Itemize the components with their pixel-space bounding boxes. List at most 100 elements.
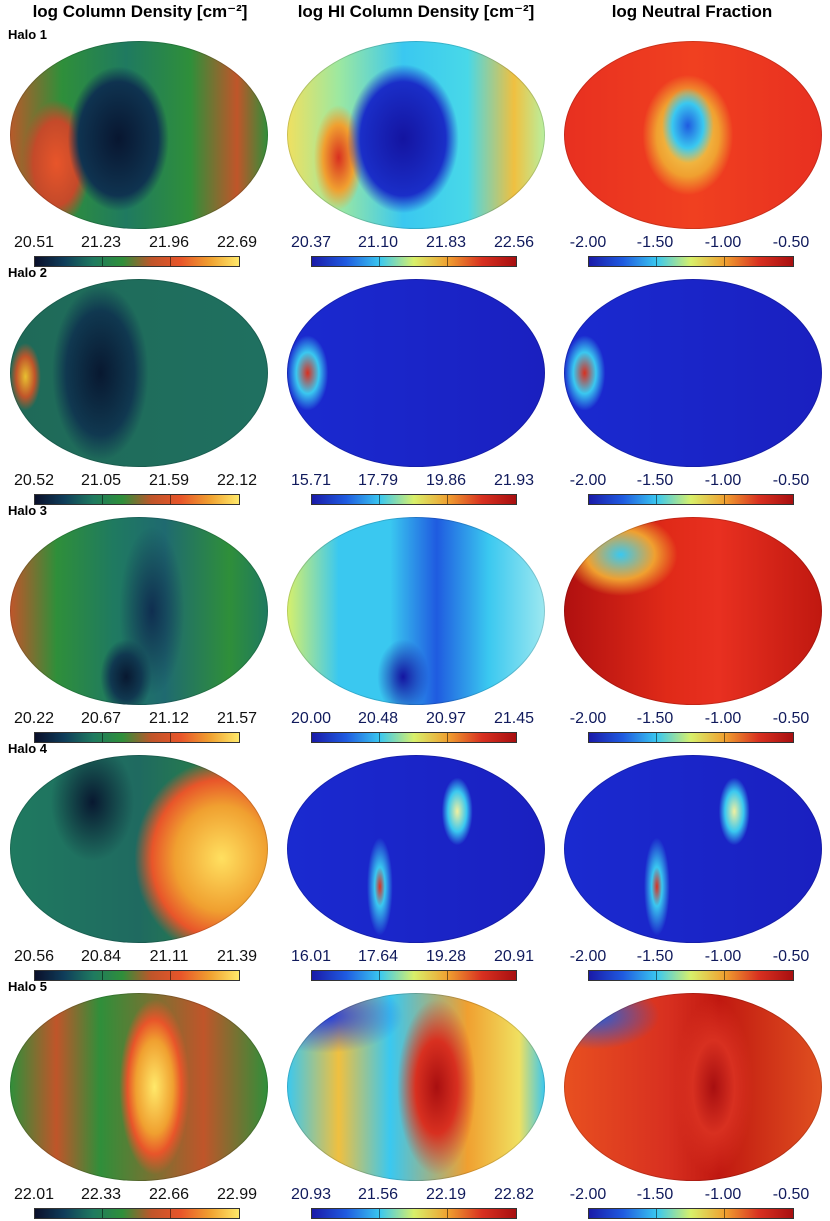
- halo-row-1: Halo 1 20.51 21.23 21.96 22.69 20.37 21.10 21.8…: [0, 27, 830, 269]
- colorbar-tick-label: 19.28: [425, 948, 467, 965]
- colorbar-tick-label: -0.50: [772, 948, 810, 965]
- hi-column-density-map: [287, 993, 545, 1181]
- colorbar-tick-mark: [723, 495, 725, 504]
- colorbar-tick-label: -1.00: [704, 472, 742, 489]
- colorbar-tick-labels: -2.00 -1.50 -1.00 -0.50: [554, 710, 814, 730]
- column-density-map: [10, 517, 268, 705]
- colorbar-tick-label: 17.79: [357, 472, 399, 489]
- colorbar: [34, 494, 240, 505]
- colorbar-tick-label: 22.19: [425, 1186, 467, 1203]
- colorbar-tick-label: -1.00: [704, 948, 742, 965]
- colorbar-tick-label: -0.50: [772, 710, 810, 727]
- colorbar-tick-label: 21.39: [216, 948, 258, 965]
- colorbar-tick-mark: [656, 495, 658, 504]
- colorbar-tick-label: 21.05: [80, 472, 122, 489]
- colorbar-tick-mark: [446, 733, 448, 742]
- colorbar-tick-labels: 22.01 22.33 22.66 22.99: [0, 1186, 260, 1206]
- hi-column-density-map: [287, 41, 545, 229]
- colorbar-tick-labels: 20.93 21.56 22.19 22.82: [277, 1186, 537, 1206]
- colorbar-tick-label: 15.71: [290, 472, 332, 489]
- colorbar-tick-label: 22.69: [216, 234, 258, 251]
- colorbar-tick-mark: [169, 257, 171, 266]
- colorbar-tick-label: 21.11: [149, 948, 189, 965]
- colorbar-tick-label: 21.10: [357, 234, 399, 251]
- colorbar: [34, 256, 240, 267]
- colorbar-tick-labels: 20.52 21.05 21.59 22.12: [0, 472, 260, 492]
- colorbar-tick-label: 21.23: [80, 234, 122, 251]
- colorbar-tick-mark: [723, 257, 725, 266]
- colorbar-tick-label: -2.00: [569, 1186, 607, 1203]
- colorbar-tick-label: 21.57: [216, 710, 258, 727]
- colorbar-tick-mark: [446, 495, 448, 504]
- colorbar-tick-labels: -2.00 -1.50 -1.00 -0.50: [554, 1186, 814, 1206]
- colorbar-tick-labels: 16.01 17.64 19.28 20.91: [277, 948, 537, 968]
- halo-label: Halo 1: [8, 27, 48, 42]
- neutral-fraction-map: [564, 517, 822, 705]
- colorbar-tick-mark: [379, 1209, 381, 1218]
- colorbar-tick-label: -1.50: [636, 234, 674, 251]
- column-density-map: [10, 755, 268, 943]
- neutral-fraction-map: [564, 755, 822, 943]
- colorbar-tick-label: 20.37: [290, 234, 332, 251]
- column-density-map: [10, 279, 268, 467]
- halo-label: Halo 5: [8, 979, 48, 994]
- colorbar: [588, 256, 794, 267]
- colorbar: [588, 494, 794, 505]
- colorbar-tick-mark: [102, 733, 104, 742]
- column-title-column-density: log Column Density [cm⁻²]: [32, 2, 248, 21]
- colorbar-tick-label: -0.50: [772, 472, 810, 489]
- colorbar-tick-label: 21.59: [148, 472, 190, 489]
- colorbar-tick-mark: [379, 733, 381, 742]
- halo-label: Halo 4: [8, 741, 48, 756]
- colorbar-tick-labels: 15.71 17.79 19.86 21.93: [277, 472, 537, 492]
- neutral-fraction-map: [564, 993, 822, 1181]
- colorbar-tick-label: 22.33: [80, 1186, 122, 1203]
- colorbar-tick-mark: [169, 1209, 171, 1218]
- colorbar-tick-label: 22.66: [148, 1186, 190, 1203]
- colorbar-tick-labels: 20.56 20.84 21.11 21.39: [0, 948, 260, 968]
- colorbar-tick-labels: -2.00 -1.50 -1.00 -0.50: [554, 472, 814, 492]
- hi-column-density-map: [287, 517, 545, 705]
- halo-label: Halo 3: [8, 503, 48, 518]
- colorbar-tick-label: -1.00: [704, 1186, 742, 1203]
- colorbar-tick-label: 20.56: [13, 948, 55, 965]
- hi-column-density-map: [287, 755, 545, 943]
- halo-row-2: Halo 2 20.52 21.05 21.59 22.12 15.71 17.79 19.8…: [0, 265, 830, 507]
- colorbar-tick-mark: [446, 257, 448, 266]
- colorbar: [311, 970, 517, 981]
- column-title-hi-column-density: log HI Column Density [cm⁻²]: [297, 2, 535, 21]
- colorbar-tick-mark: [723, 1209, 725, 1218]
- colorbar-tick-label: 22.99: [216, 1186, 258, 1203]
- colorbar-tick-mark: [656, 971, 658, 980]
- colorbar-tick-label: 22.56: [493, 234, 535, 251]
- colorbar-tick-label: -2.00: [569, 710, 607, 727]
- colorbar-tick-mark: [446, 971, 448, 980]
- colorbar-tick-label: 20.84: [80, 948, 122, 965]
- colorbar-tick-label: 21.12: [148, 710, 190, 727]
- colorbar: [34, 1208, 240, 1219]
- colorbar-tick-label: -1.50: [636, 472, 674, 489]
- colorbar-tick-label: -1.50: [636, 948, 674, 965]
- colorbar-tick-label: 20.22: [13, 710, 55, 727]
- colorbar-tick-label: -1.50: [636, 1186, 674, 1203]
- colorbar-tick-mark: [102, 971, 104, 980]
- colorbar-tick-label: -1.00: [704, 710, 742, 727]
- halo-row-4: Halo 4 20.56 20.84 21.11 21.39 16.01 17.64 19.2…: [0, 741, 830, 983]
- colorbar-tick-label: 21.96: [148, 234, 190, 251]
- colorbar: [311, 256, 517, 267]
- colorbar: [588, 732, 794, 743]
- colorbar-tick-mark: [169, 971, 171, 980]
- colorbar-tick-label: 22.82: [493, 1186, 535, 1203]
- neutral-fraction-map: [564, 279, 822, 467]
- colorbar-tick-label: -2.00: [569, 234, 607, 251]
- colorbar-tick-label: 21.93: [493, 472, 535, 489]
- colorbar-tick-label: 19.86: [425, 472, 467, 489]
- column-density-map: [10, 41, 268, 229]
- column-title-neutral-fraction: log Neutral Fraction: [611, 2, 773, 21]
- colorbar: [311, 732, 517, 743]
- colorbar-tick-mark: [723, 733, 725, 742]
- colorbar-tick-labels: 20.00 20.48 20.97 21.45: [277, 710, 537, 730]
- colorbar-tick-labels: 20.37 21.10 21.83 22.56: [277, 234, 537, 254]
- colorbar-tick-label: 22.12: [216, 472, 258, 489]
- colorbar-tick-label: 20.91: [493, 948, 535, 965]
